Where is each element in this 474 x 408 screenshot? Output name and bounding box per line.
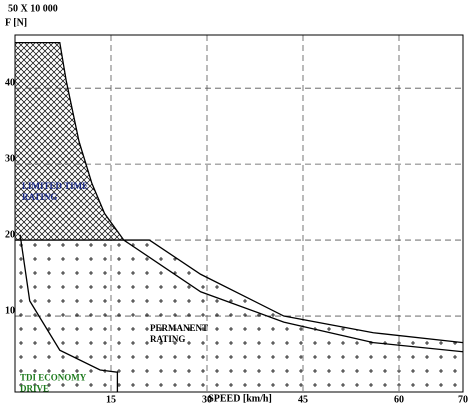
x-tick-label: 15 (106, 394, 116, 405)
y-tick-label: 30 (5, 153, 15, 164)
curve (123, 239, 464, 353)
x-tick-label: 30 (202, 394, 212, 405)
curve (15, 239, 464, 344)
curve (19, 234, 119, 392)
x-tick-label: 70 (458, 394, 468, 405)
y-tick-label: 40 (5, 77, 15, 88)
series-label: PERMANENT RATING (150, 323, 208, 344)
curve (15, 41, 125, 241)
x-axis-label: SPEED [km/h] (208, 393, 272, 404)
series-label: TDI ECONOMY DRIVE (20, 372, 87, 393)
y-tick-label: 10 (5, 305, 15, 316)
x-tick-label: 45 (298, 394, 308, 405)
region (15, 42, 124, 241)
x-tick-label: 60 (394, 394, 404, 405)
plot-frame (14, 34, 464, 393)
series-label: LIMITED TIME RATING (22, 181, 88, 202)
y-tick-label: 20 (5, 229, 15, 240)
chart-title: 50 X 10 000 (8, 3, 58, 14)
y-axis-label: F [N] (5, 17, 27, 28)
